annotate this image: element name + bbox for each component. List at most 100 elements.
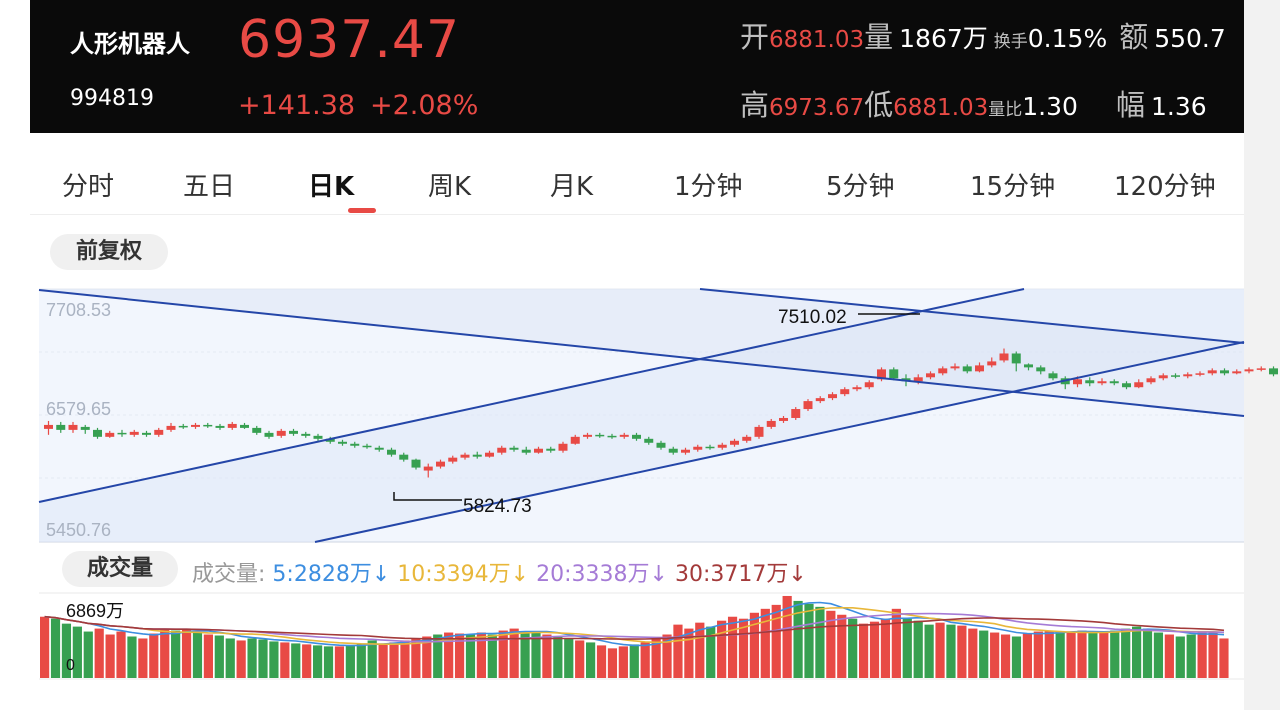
candle-body [129,431,139,435]
volume-ma-legend: 成交量: 5:2828万↓ 10:3394万↓ 20:3338万↓ 30:371… [192,562,807,587]
volume-bar [706,626,716,678]
candle-body [668,448,678,453]
volume-bar [1044,630,1054,678]
volume-bar [225,638,235,678]
candle-body [166,425,176,430]
candle-body [1183,374,1193,377]
candle-body [717,444,727,448]
volume-bar [105,634,115,678]
volume-bar [1022,633,1032,678]
volume-bar [553,636,563,678]
volume-bar [1099,631,1109,678]
candle-body [56,424,66,430]
tab-five-day[interactable]: 五日 [183,172,236,202]
tab-monthly-k[interactable]: 月K [550,172,594,202]
candle-body [1024,364,1033,368]
volume-bar [444,632,454,678]
candle-body [191,424,200,427]
candle-body [779,417,788,421]
candle-body [828,394,837,399]
volume-bar [127,636,137,678]
volume-bar [717,620,727,678]
candle-body [411,459,421,468]
volume-bar [1033,631,1043,678]
volume-bar [891,608,901,678]
period-tabs: 分时 五日 日K 周K 月K 1分钟 5分钟 15分钟 120分钟 [30,148,1244,215]
candle-body [215,425,225,428]
volume-indicator-button[interactable]: 成交量 [62,551,178,587]
volume-bar [378,644,388,678]
candle-body [80,426,90,430]
volume-bar [487,634,497,678]
candle-body [742,436,752,441]
volume-bar [40,616,50,678]
candle-body [142,432,151,435]
volume-bar [356,643,366,678]
tab-daily-k[interactable]: 日K [308,172,355,202]
candle-body [1048,373,1058,379]
volume-bar [214,635,224,678]
volume-bar [1066,632,1076,678]
volume-bar [50,618,61,678]
tab-5min[interactable]: 5分钟 [826,172,895,202]
candle-body [864,382,874,388]
candle-body [252,427,262,433]
candle-body [325,438,335,442]
volume-bar [313,645,323,678]
candle-body [423,466,433,471]
volume-bar [749,612,759,678]
trendline-up-upper [38,288,1025,503]
volume-bar [727,616,738,678]
tab-weekly-k[interactable]: 周K [428,172,472,202]
volume-bar [1197,632,1207,678]
candle-body [387,449,396,455]
candle-body [93,429,102,437]
volume-ma5-line [44,601,1225,647]
volume-bar [859,623,869,678]
candle-body [1109,381,1119,384]
candle-body [815,398,825,402]
candle-body [509,447,519,450]
volume-bar [629,644,639,678]
adjust-button[interactable]: 前复权 [50,234,168,270]
high-value: 6973.67 [769,95,865,121]
candle-body [1073,379,1082,385]
candle-body [399,454,409,460]
amplitude-label: 幅 [1115,88,1145,122]
volume-bar [203,634,213,678]
candle-body [448,457,458,462]
price-change: +141.38 [238,90,356,121]
volume-bar [1219,638,1229,678]
tab-15min[interactable]: 15分钟 [970,172,1056,202]
volume-bar [793,600,803,678]
candle-body [1097,381,1107,384]
stock-code: 994819 [70,86,154,111]
stat-row-2: 高6973.67低6881.03量比1.30 幅 1.36 [740,82,1207,124]
candle-body [521,449,531,453]
kline-chart: 7708.53 6579.65 5450.76 7510.02 5824.73 [38,288,1278,543]
volume-bar [367,640,377,678]
amount-label: 额 [1119,20,1149,54]
volume-bar [411,638,421,678]
volume-bar [1153,632,1164,678]
candle-body [546,448,556,451]
tab-1min[interactable]: 1分钟 [674,172,743,202]
volume-bar [662,634,672,678]
volume-bar [1088,632,1098,678]
volume-label: 量 [864,20,894,54]
open-value: 6881.03 [769,27,865,53]
tab-intraday[interactable]: 分时 [62,172,115,202]
candle-body [313,435,323,439]
volume-bar [902,618,912,678]
tab-120min[interactable]: 120分钟 [1114,172,1216,202]
volume-bar [334,646,345,678]
candle-body [1232,371,1242,374]
candle-body [1269,368,1278,375]
volume-bar [171,630,181,678]
volume-bar [826,610,836,678]
candle-body [852,387,862,390]
volume-ma-lines [44,601,1225,647]
volume-ma30: 30:3717万 [674,562,789,587]
high-label: 高 [740,88,770,122]
volume-bar [83,631,93,678]
